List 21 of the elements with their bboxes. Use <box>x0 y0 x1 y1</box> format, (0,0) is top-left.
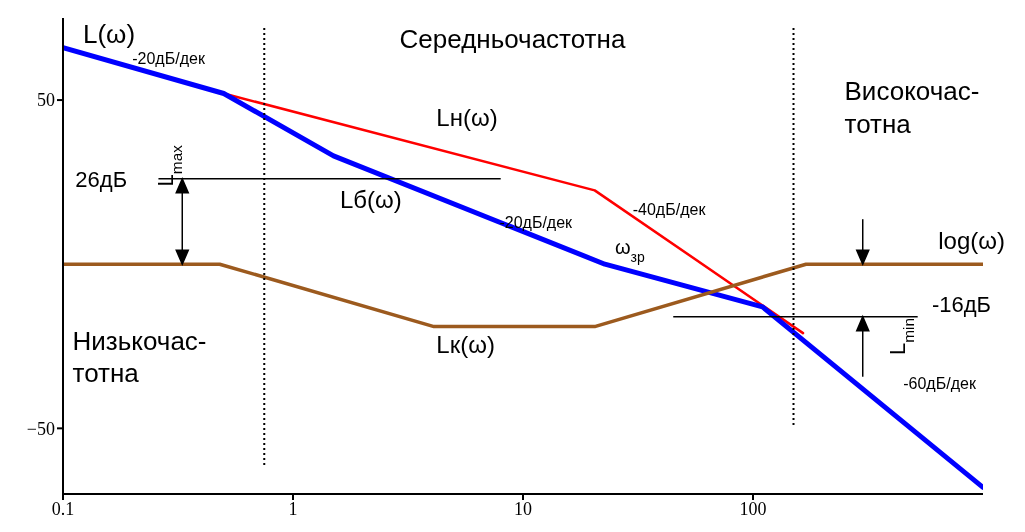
annotation: Високочас- тотна <box>844 76 980 139</box>
annotation: -20дБ/дек <box>499 214 574 232</box>
x-tick-label: 10 <box>514 498 532 519</box>
x-tick-label: 100 <box>739 498 767 519</box>
y-axis-title: L(ω) <box>83 19 136 49</box>
y-tick-label: −50 <box>26 418 55 439</box>
x-axis-title: log(ω) <box>938 227 1005 255</box>
annotation: -60дБ/дек <box>903 374 977 392</box>
annotation: Низькочас- тотна <box>72 325 207 389</box>
y-tick-label: 50 <box>37 90 55 111</box>
annotation: Середньочастотна <box>399 23 626 54</box>
x-tick-label: 1 <box>288 498 298 519</box>
annotation: -20дБ/дек <box>132 49 206 67</box>
ref-line-label: 26дБ <box>75 166 128 192</box>
x-tick-label: 0.1 <box>51 498 75 519</box>
annotation: -40дБ/дек <box>632 200 707 218</box>
series-label: Lк(ω) <box>436 330 495 358</box>
series-label: Lб(ω) <box>339 186 402 214</box>
series-label: Lн(ω) <box>436 104 498 132</box>
annotation: ω$_{зр}$ <box>614 236 645 266</box>
ref-line-label: -16дБ <box>931 291 992 317</box>
